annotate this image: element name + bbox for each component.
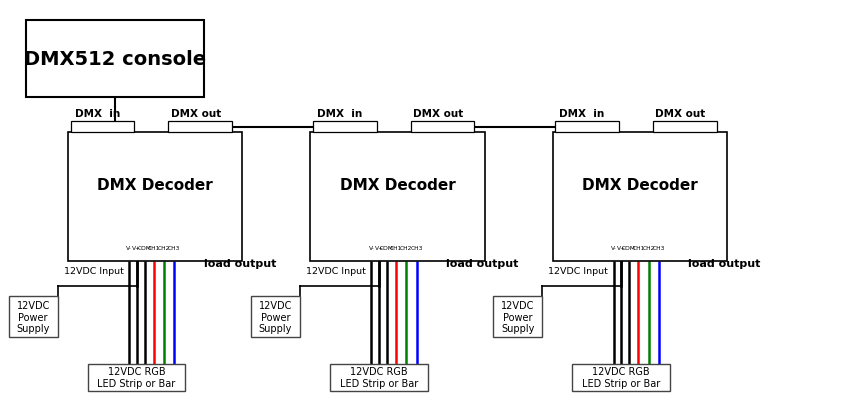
Text: 12VDC Input: 12VDC Input (306, 266, 366, 275)
Text: DMX Decoder: DMX Decoder (339, 178, 456, 193)
Bar (493, 297, 542, 337)
Text: CH1: CH1 (148, 245, 160, 250)
Text: V+: V+ (375, 245, 383, 250)
Bar (26, 20, 204, 98)
Bar (330, 364, 428, 391)
Bar (251, 297, 300, 337)
Text: DMX  in: DMX in (559, 109, 604, 119)
Text: CH1: CH1 (390, 245, 402, 250)
Text: DMX  in: DMX in (75, 109, 120, 119)
Text: DMX out: DMX out (171, 109, 221, 119)
Text: 12VDC
Power
Supply: 12VDC Power Supply (16, 301, 50, 333)
Bar (68, 133, 242, 262)
Text: DMX out: DMX out (413, 109, 463, 119)
Bar (555, 121, 619, 133)
Text: 12VDC RGB
LED Strip or Bar: 12VDC RGB LED Strip or Bar (97, 366, 176, 388)
Text: CH3: CH3 (653, 245, 665, 250)
Text: CH2: CH2 (158, 245, 170, 250)
Text: V+: V+ (617, 245, 626, 250)
Text: DMX out: DMX out (655, 109, 706, 119)
Text: V-: V- (369, 245, 374, 250)
Text: V-: V- (127, 245, 132, 250)
Text: DMX512 console: DMX512 console (24, 50, 206, 69)
Text: V-: V- (611, 245, 616, 250)
Text: load output: load output (204, 259, 276, 269)
Text: load output: load output (688, 259, 761, 269)
Text: CH3: CH3 (168, 245, 180, 250)
Text: COM: COM (138, 245, 151, 250)
Bar (411, 121, 474, 133)
Bar (313, 121, 377, 133)
Bar (71, 121, 134, 133)
Text: load output: load output (446, 259, 518, 269)
Text: 12VDC RGB
LED Strip or Bar: 12VDC RGB LED Strip or Bar (339, 366, 418, 388)
Text: DMX Decoder: DMX Decoder (97, 178, 213, 193)
Text: CH1: CH1 (632, 245, 644, 250)
Bar (8, 297, 58, 337)
Text: 12VDC
Power
Supply: 12VDC Power Supply (258, 301, 292, 333)
Bar (88, 364, 185, 391)
Text: DMX  in: DMX in (317, 109, 362, 119)
Bar (168, 121, 232, 133)
Text: CH2: CH2 (400, 245, 412, 250)
Text: 12VDC
Power
Supply: 12VDC Power Supply (501, 301, 535, 333)
Bar (572, 364, 670, 391)
Bar (653, 121, 717, 133)
Text: 12VDC Input: 12VDC Input (64, 266, 123, 275)
Text: V+: V+ (133, 245, 141, 250)
Bar (552, 133, 727, 262)
Text: COM: COM (622, 245, 636, 250)
Text: 12VDC RGB
LED Strip or Bar: 12VDC RGB LED Strip or Bar (581, 366, 660, 388)
Bar (310, 133, 484, 262)
Text: CH2: CH2 (643, 245, 654, 250)
Text: CH3: CH3 (411, 245, 422, 250)
Text: 12VDC Input: 12VDC Input (548, 266, 608, 275)
Text: COM: COM (380, 245, 394, 250)
Text: DMX Decoder: DMX Decoder (581, 178, 698, 193)
